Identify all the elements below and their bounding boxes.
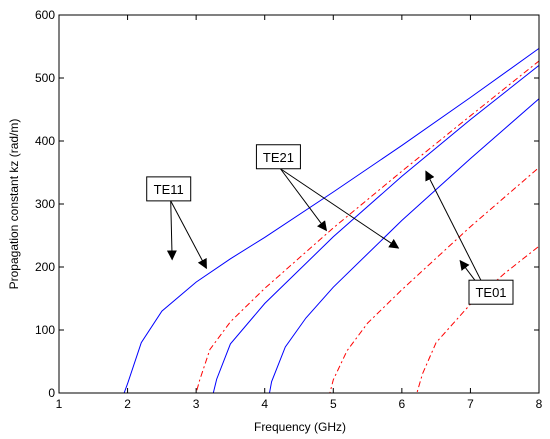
annotation-label: TE11 (154, 182, 184, 197)
annotation-arrow (166, 200, 177, 261)
series-line-4 (59, 98, 540, 394)
series-line-3 (59, 65, 540, 394)
x-tick-label: 7 (467, 397, 474, 411)
annotation-label: TE21 (263, 150, 294, 165)
plot-area (59, 15, 539, 393)
y-tick-label: 0 (48, 386, 55, 400)
axes-layer: 1 2 3 4 5 6 7 8 0 100 200 300 400 500 600 (35, 8, 543, 411)
y-tick-label: 300 (35, 197, 55, 211)
annotation-box (255, 144, 301, 170)
x-tick-label: 3 (193, 397, 200, 411)
y-tick-label: 500 (35, 71, 55, 85)
x-tick-label: 1 (56, 397, 63, 411)
series-line-6 (59, 245, 540, 394)
x-axis-label: Frequency (GHz) (254, 420, 346, 434)
x-tick-label: 4 (261, 397, 268, 411)
y-tick-label: 200 (35, 260, 55, 274)
y-tick-label: 600 (35, 8, 55, 22)
annotation-arrow (170, 200, 207, 270)
annotation-layer: TE11 TE21 TE01 (146, 144, 514, 305)
x-tick-label: 2 (124, 397, 131, 411)
x-tick-label: 8 (536, 397, 543, 411)
y-tick-label: 400 (35, 134, 55, 148)
annotation-box (468, 279, 514, 305)
annotation-box (146, 176, 192, 202)
y-axis-label: Propagation constant kz (rad/m) (7, 119, 21, 290)
annotation-arrow (280, 168, 400, 249)
x-tick-label: 6 (399, 397, 406, 411)
annotation-label: TE01 (475, 285, 506, 300)
series-line-1 (59, 47, 540, 394)
y-tick-label: 100 (35, 323, 55, 337)
x-tick-label: 5 (330, 397, 337, 411)
series-line-2 (59, 60, 540, 394)
annotation-arrow (280, 168, 328, 232)
